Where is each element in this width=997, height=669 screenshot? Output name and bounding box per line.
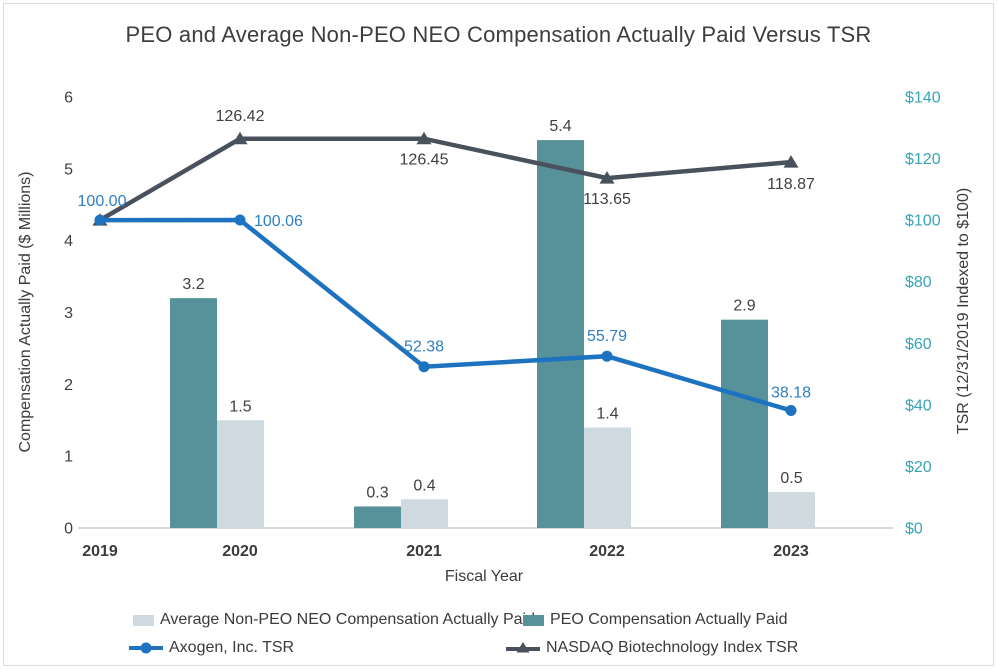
category-label: 2019 (82, 543, 118, 560)
legend-item-avg-non-peo: Average Non-PEO NEO Compensation Actuall… (133, 611, 535, 629)
legend-label: Average Non-PEO NEO Compensation Actuall… (160, 611, 536, 628)
line-value-label: 55.79 (587, 328, 627, 345)
data-point-circle (785, 405, 797, 416)
right-tick: $80 (905, 274, 932, 291)
right-tick: $60 (905, 336, 932, 353)
bar-value-label: 1.4 (596, 405, 618, 422)
legend-label: PEO Compensation Actually Paid (550, 611, 788, 628)
bar-value-label: 5.4 (549, 118, 571, 135)
bar-series-1: 1.5 0.4 1.4 0.5 (217, 398, 815, 528)
line-value-label: 38.18 (771, 384, 811, 401)
chart-canvas: 0 1 2 3 4 5 6 $0 $20 $40 $60 $80 $100 $120 $140 3.2 0.3 5… (17, 90, 972, 586)
legend-item-axogen-tsr: Axogen, Inc. TSR (129, 639, 294, 657)
bar (537, 140, 584, 528)
data-point-circle (94, 214, 106, 226)
category-label: 2020 (222, 543, 258, 560)
category-label: 2023 (773, 543, 809, 560)
right-tick: $40 (905, 397, 932, 414)
left-tick: 1 (64, 449, 73, 466)
bar (401, 499, 448, 528)
right-tick: $100 (905, 213, 941, 230)
right-tick: $0 (905, 521, 923, 538)
line-value-label: 113.65 (583, 191, 631, 208)
bar (584, 427, 631, 528)
data-point-circle (418, 361, 430, 373)
left-tick: 5 (64, 161, 73, 178)
category-label: 2021 (406, 543, 442, 560)
left-tick: 2 (64, 377, 73, 394)
x-axis-title: Fiscal Year (445, 568, 524, 585)
left-axis-title: Compensation Actually Paid ($ Millions) (17, 171, 34, 452)
bar (721, 319, 768, 528)
left-tick: 6 (64, 90, 73, 107)
line-value-label: 100.00 (78, 193, 127, 210)
bar (217, 420, 264, 528)
left-tick: 3 (64, 305, 73, 322)
bar (170, 298, 217, 528)
bar-value-label: 0.4 (413, 477, 435, 494)
data-point-triangle (599, 171, 615, 184)
line-series-1: 100.00 100.06 52.38 55.79 38.18 (78, 193, 811, 416)
data-point-circle (601, 350, 613, 362)
legend-label: Axogen, Inc. TSR (169, 639, 295, 656)
right-tick: $20 (905, 459, 932, 476)
bar-value-label: 2.9 (733, 298, 755, 315)
line-series-0: 126.42 126.45 113.65 118.87 (92, 108, 815, 226)
line-value-label: 126.45 (400, 152, 449, 169)
line-value-label: 126.42 (216, 108, 265, 125)
data-point-triangle (783, 155, 799, 168)
legend-item-peo: PEO Compensation Actually Paid (523, 611, 787, 629)
line-value-label: 118.87 (767, 176, 815, 193)
line-value-label: 100.06 (254, 213, 303, 230)
line-marker-triangle-icon (506, 642, 540, 653)
bar-value-label: 0.5 (780, 470, 802, 487)
chart-title: PEO and Average Non-PEO NEO Compensation… (125, 22, 872, 47)
legend-label: NASDAQ Biotechnology Index TSR (546, 639, 799, 656)
bar (768, 492, 815, 528)
category-label: 2022 (589, 543, 625, 560)
bar-series-0: 3.2 0.3 5.4 2.9 (170, 118, 768, 528)
data-point-triangle (232, 131, 248, 145)
bar (354, 506, 401, 528)
right-axis-ticks: $0 $20 $40 $60 $80 $100 $120 $140 (905, 90, 941, 538)
left-axis-ticks: 0 1 2 3 4 5 6 (64, 90, 73, 538)
bar-swatch-light (133, 614, 154, 626)
bar-value-label: 3.2 (182, 276, 204, 293)
line-value-label: 52.38 (404, 339, 444, 356)
bar-value-label: 0.3 (366, 484, 388, 501)
left-tick: 4 (64, 233, 73, 250)
bar-swatch-dark (523, 614, 544, 626)
data-point-circle (234, 214, 246, 226)
line-marker-circle-icon (129, 642, 163, 654)
bar-value-label: 1.5 (229, 398, 251, 415)
right-axis-title: TSR (12/31/2019 Indexed to $100) (955, 188, 972, 434)
right-tick: $140 (905, 90, 941, 107)
data-point-triangle (416, 131, 432, 145)
right-tick: $120 (905, 151, 941, 168)
x-axis-labels: 2019 2020 2021 2022 2023 (82, 543, 809, 560)
left-tick: 0 (64, 521, 73, 538)
legend-item-nasdaq-tsr: NASDAQ Biotechnology Index TSR (506, 639, 798, 657)
